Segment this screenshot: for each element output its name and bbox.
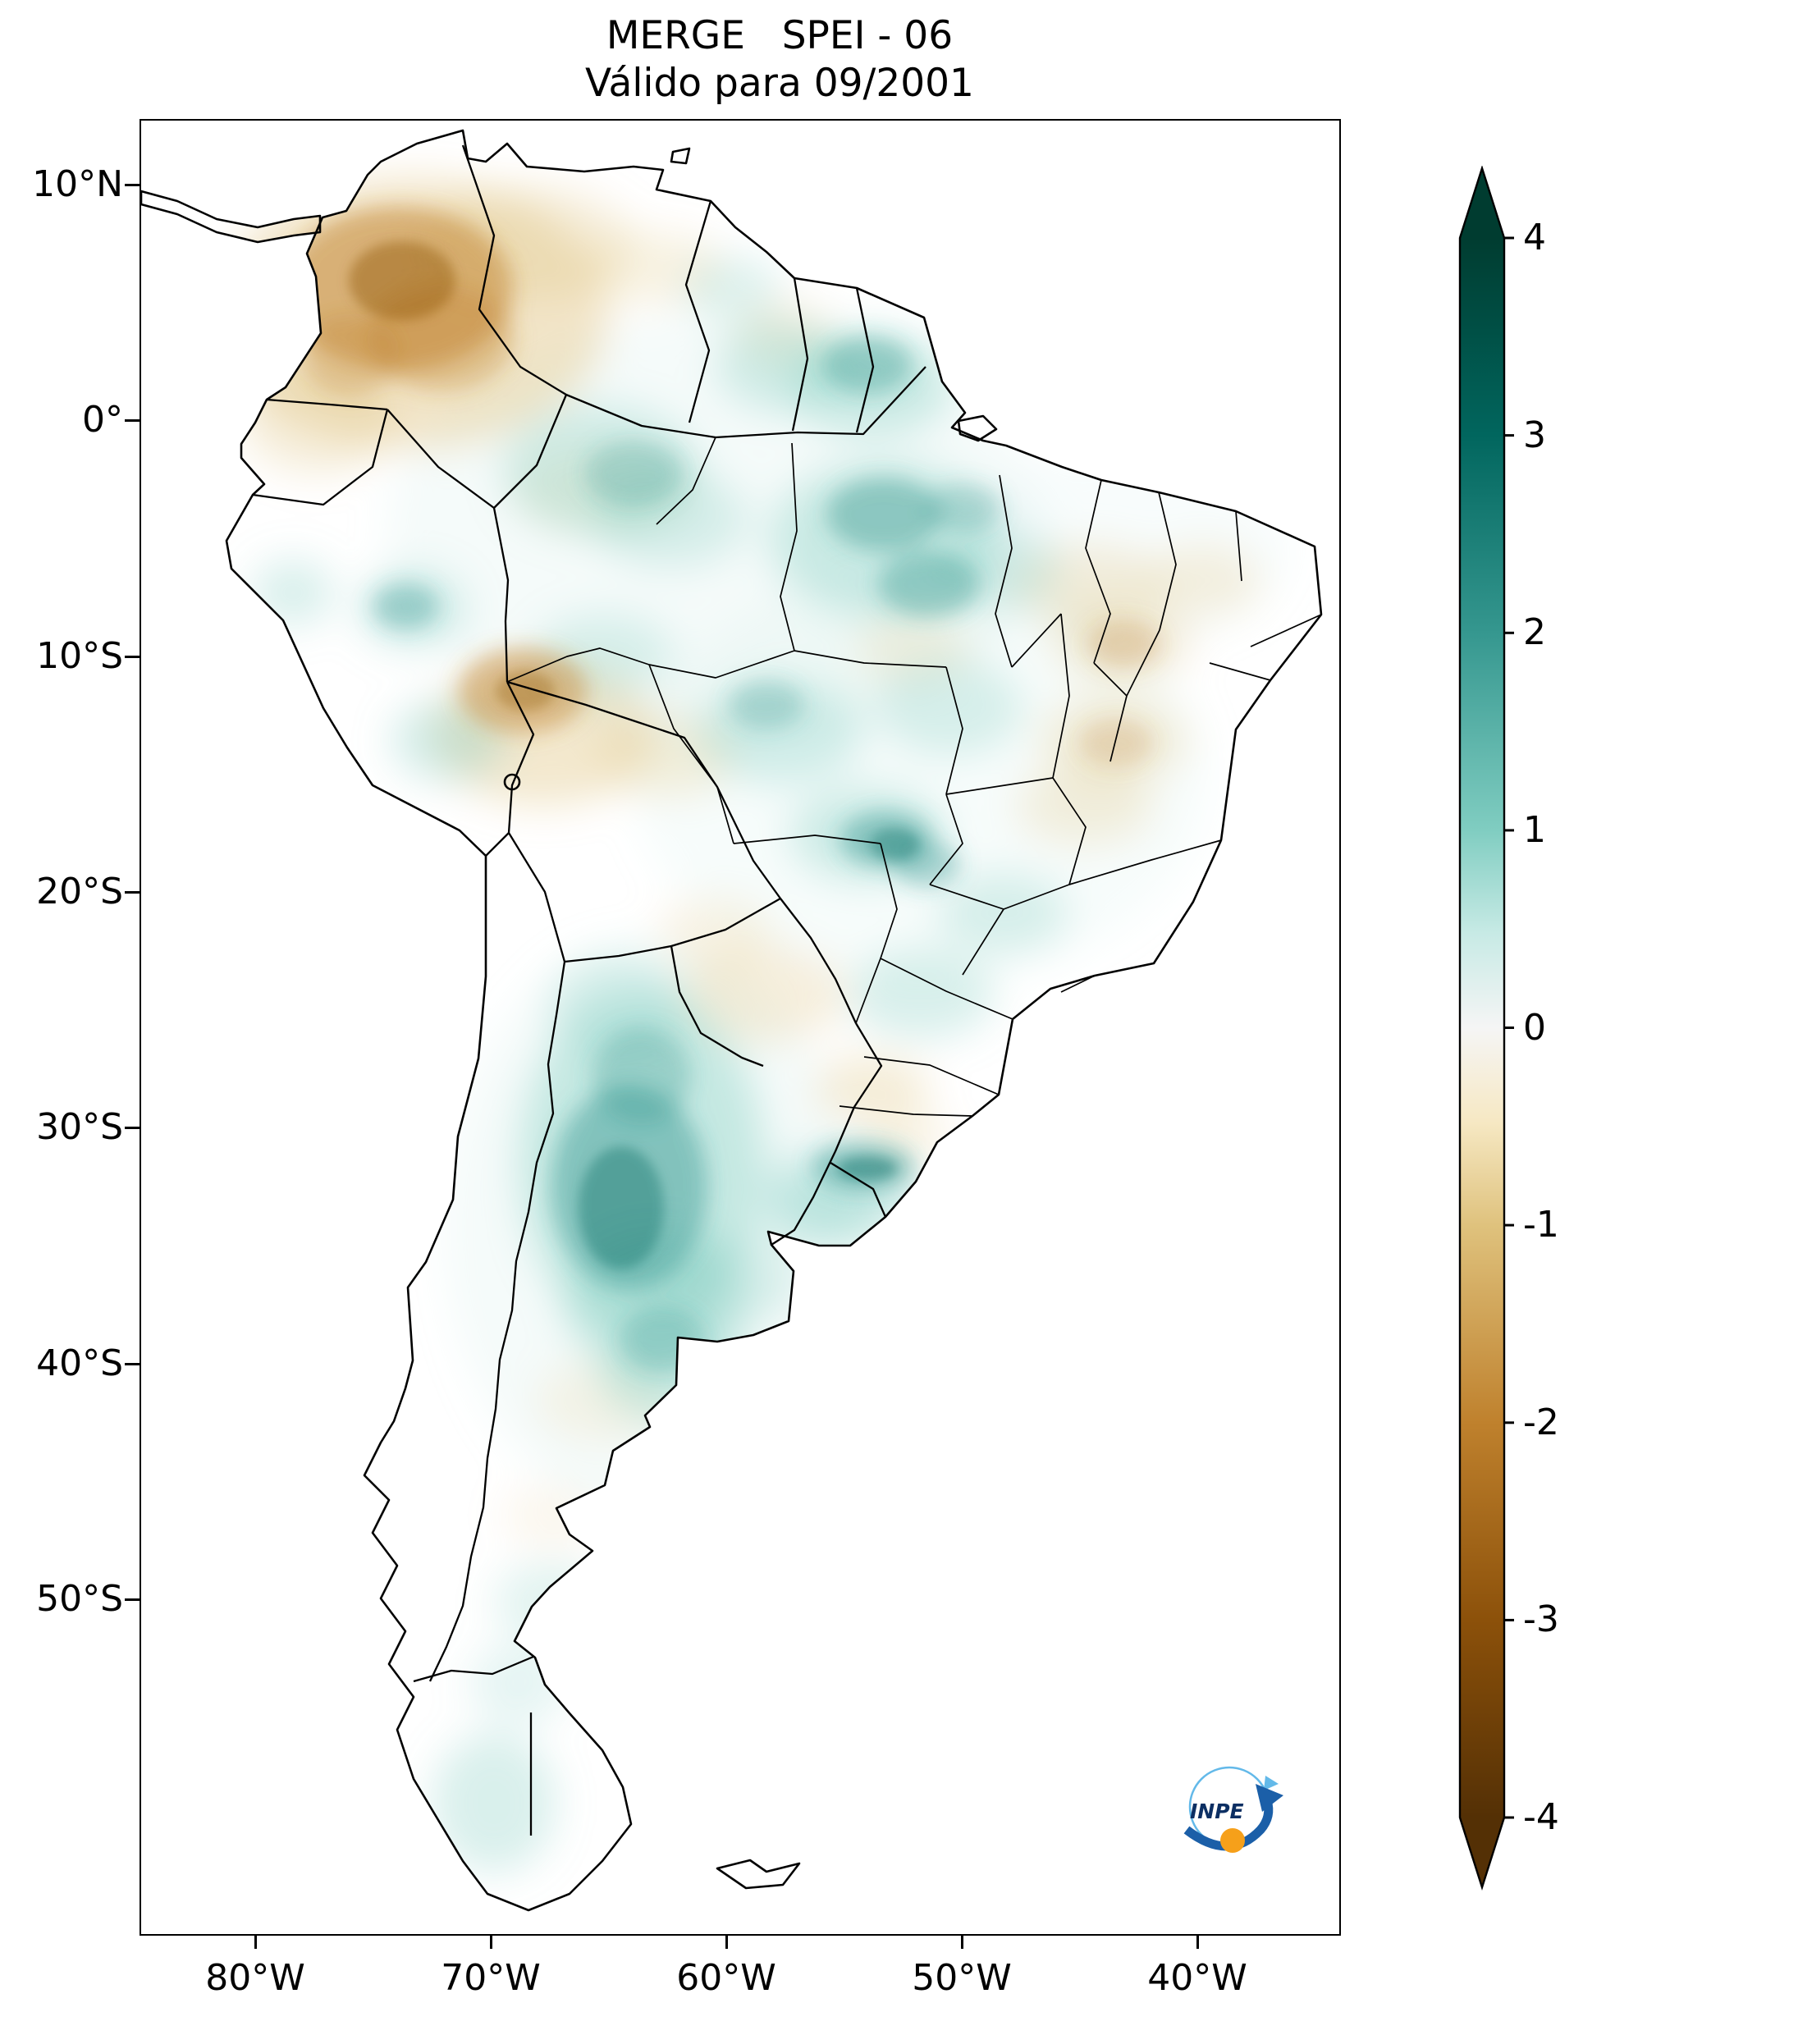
y-tick-label: 10°S [36,635,123,677]
y-tick-label: 0° [82,399,123,441]
colorbar-tick-label: -4 [1523,1796,1559,1838]
y-tick-label: 10°N [32,163,123,205]
colorbar-tick-label: -1 [1523,1204,1559,1246]
inpe-logo-text: INPE [1190,1799,1244,1823]
x-tick-mark [961,1934,963,1949]
x-tick-label: 60°W [676,1957,776,1999]
colorbar-tick-label: 1 [1523,809,1546,851]
y-tick-mark [125,1363,140,1365]
y-tick-mark [125,419,140,422]
inpe-logo: INPE [1183,1766,1283,1853]
page-title: MERGE SPEI - 06 [606,13,954,58]
coastline [141,129,1323,1912]
colorbar-tick-label: 0 [1523,1007,1546,1049]
x-tick-mark [254,1934,257,1949]
x-tick-label: 80°W [205,1957,305,1999]
spei-anomaly-blobs [215,178,1290,1873]
map-plot-area: INPE [140,119,1341,1936]
y-tick-mark [125,184,140,186]
colorbar [1457,165,1517,1895]
y-tick-mark [125,656,140,658]
colorbar-tick-marks [1504,236,1514,1819]
inpe-logo-swoosh-icon [1183,1766,1283,1853]
y-tick-label: 30°S [36,1106,123,1148]
y-tick-label: 20°S [36,871,123,912]
colorbar-tick-label: -3 [1523,1598,1559,1640]
country-borders [252,144,926,1836]
state-borders [506,437,1322,1117]
x-tick-label: 50°W [912,1957,1012,1999]
x-tick-mark [1196,1934,1199,1949]
y-tick-label: 40°S [36,1342,123,1384]
y-tick-mark [125,1127,140,1129]
x-tick-mark [725,1934,728,1949]
colorbar-tick-label: 2 [1523,611,1546,653]
y-tick-mark [125,891,140,894]
colorbar-tick-label: -2 [1523,1402,1559,1443]
x-tick-mark [490,1934,492,1949]
x-tick-label: 40°W [1147,1957,1247,1999]
y-tick-label: 50°S [36,1578,123,1620]
colorbar-tick-label: 3 [1523,414,1546,456]
y-tick-mark [125,1598,140,1601]
colorbar-tick-label: 4 [1523,217,1546,258]
x-tick-label: 70°W [441,1957,541,1999]
colorbar-gradient [1458,165,1514,1891]
page-subtitle: Válido para 09/2001 [585,61,974,106]
south-america-map: INPE [141,129,1323,1912]
